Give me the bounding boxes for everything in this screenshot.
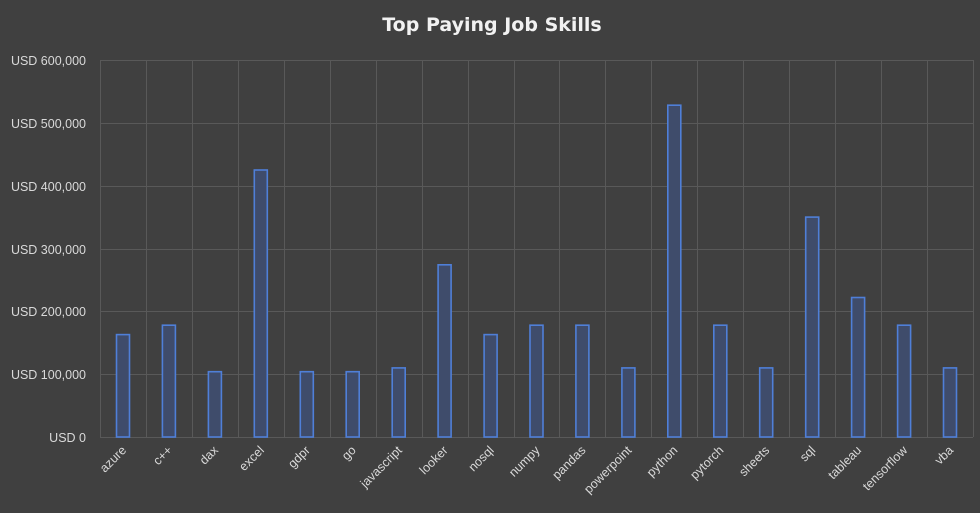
bar-tableau: [850, 296, 866, 438]
bar-pytorch: [712, 324, 728, 438]
bar-vba: [942, 367, 958, 438]
y-axis-tick-labels: USD 0 USD 100,000 USD 200,000 USD 300,000 US…: [11, 54, 86, 445]
bar-numpy: [529, 324, 544, 438]
y-tick-label: USD 500,000: [11, 117, 86, 131]
y-tick-label: USD 200,000: [11, 305, 86, 319]
bar-go: [345, 370, 361, 438]
bar-tensorflow: [896, 324, 912, 438]
y-tick-label: USD 0: [49, 431, 86, 445]
bar-c-: [161, 324, 177, 438]
bar-powerpoint: [621, 367, 636, 438]
bar-pandas: [575, 324, 590, 438]
bars: [115, 104, 958, 438]
y-tick-label: USD 400,000: [11, 180, 86, 194]
y-tick-label: USD 100,000: [11, 368, 86, 382]
bar-python: [666, 104, 682, 438]
chart-title: Top Paying Job Skills: [382, 14, 602, 36]
bar-dax: [207, 370, 223, 438]
y-tick-label: USD 300,000: [11, 243, 86, 257]
bar-sheets: [758, 367, 774, 438]
bar-sql: [804, 216, 820, 438]
y-tick-label: USD 600,000: [11, 54, 86, 68]
bar-excel: [253, 169, 269, 438]
bar-javascript: [391, 367, 407, 438]
bar-looker: [437, 263, 452, 438]
bar-gdpr: [299, 370, 315, 438]
gridlines: [100, 60, 974, 438]
bar-nosql: [483, 333, 498, 438]
bar-azure: [115, 333, 131, 438]
